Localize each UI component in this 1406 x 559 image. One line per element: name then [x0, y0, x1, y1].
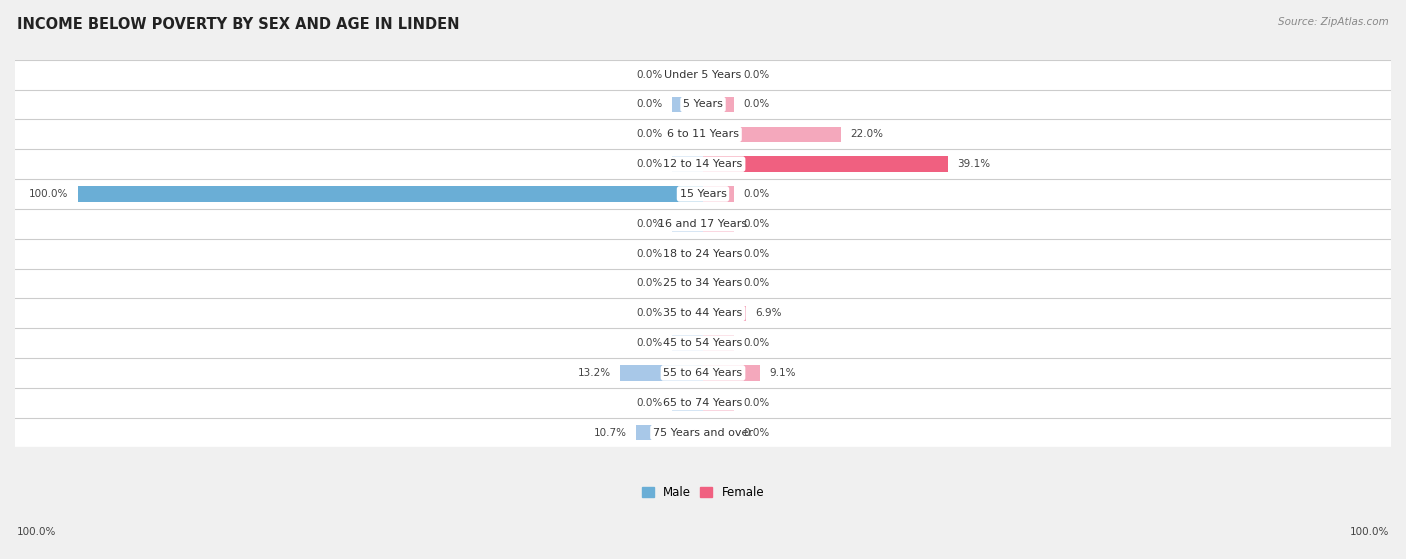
Bar: [703, 97, 734, 112]
Text: 0.0%: 0.0%: [744, 189, 770, 199]
Text: 16 and 17 Years: 16 and 17 Years: [658, 219, 748, 229]
Text: 6 to 11 Years: 6 to 11 Years: [666, 129, 740, 139]
Bar: [15, 299, 1391, 328]
Text: 0.0%: 0.0%: [636, 278, 662, 288]
Bar: [703, 306, 747, 321]
Legend: Male, Female: Male, Female: [637, 481, 769, 504]
Text: 0.0%: 0.0%: [744, 338, 770, 348]
Bar: [15, 268, 1391, 299]
Text: 10.7%: 10.7%: [593, 428, 627, 438]
Bar: [77, 186, 703, 202]
Text: 15 Years: 15 Years: [679, 189, 727, 199]
Text: 0.0%: 0.0%: [744, 249, 770, 259]
Bar: [15, 239, 1391, 268]
Bar: [620, 365, 703, 381]
Bar: [672, 306, 703, 321]
Bar: [672, 67, 703, 82]
Bar: [672, 97, 703, 112]
Text: 0.0%: 0.0%: [744, 70, 770, 79]
Bar: [703, 335, 734, 351]
Bar: [703, 425, 734, 440]
Text: 22.0%: 22.0%: [851, 129, 883, 139]
Text: 0.0%: 0.0%: [636, 159, 662, 169]
Bar: [15, 328, 1391, 358]
Bar: [15, 149, 1391, 179]
Text: 9.1%: 9.1%: [769, 368, 796, 378]
Text: 100.0%: 100.0%: [17, 527, 56, 537]
Bar: [672, 157, 703, 172]
Text: 0.0%: 0.0%: [744, 219, 770, 229]
Text: 13.2%: 13.2%: [578, 368, 612, 378]
Text: 0.0%: 0.0%: [636, 249, 662, 259]
Text: 100.0%: 100.0%: [1350, 527, 1389, 537]
Bar: [703, 186, 734, 202]
Bar: [703, 246, 734, 262]
Text: 39.1%: 39.1%: [957, 159, 990, 169]
Text: 0.0%: 0.0%: [636, 398, 662, 408]
Bar: [672, 335, 703, 351]
Bar: [15, 388, 1391, 418]
Text: 100.0%: 100.0%: [28, 189, 67, 199]
Bar: [703, 365, 759, 381]
Text: 0.0%: 0.0%: [636, 308, 662, 318]
Bar: [672, 126, 703, 142]
Bar: [15, 120, 1391, 149]
Text: 0.0%: 0.0%: [636, 70, 662, 79]
Bar: [15, 89, 1391, 120]
Text: 18 to 24 Years: 18 to 24 Years: [664, 249, 742, 259]
Bar: [703, 67, 734, 82]
Bar: [15, 209, 1391, 239]
Bar: [703, 126, 841, 142]
Text: 0.0%: 0.0%: [744, 100, 770, 110]
Text: 5 Years: 5 Years: [683, 100, 723, 110]
Bar: [15, 418, 1391, 448]
Text: 75 Years and over: 75 Years and over: [652, 428, 754, 438]
Text: 35 to 44 Years: 35 to 44 Years: [664, 308, 742, 318]
Text: 65 to 74 Years: 65 to 74 Years: [664, 398, 742, 408]
Text: Under 5 Years: Under 5 Years: [665, 70, 741, 79]
Bar: [703, 216, 734, 231]
Text: 45 to 54 Years: 45 to 54 Years: [664, 338, 742, 348]
Text: 12 to 14 Years: 12 to 14 Years: [664, 159, 742, 169]
Bar: [703, 276, 734, 291]
Text: 0.0%: 0.0%: [744, 398, 770, 408]
Bar: [703, 157, 948, 172]
Text: 0.0%: 0.0%: [636, 219, 662, 229]
Text: 0.0%: 0.0%: [636, 100, 662, 110]
Text: 6.9%: 6.9%: [755, 308, 782, 318]
Bar: [672, 246, 703, 262]
Bar: [15, 358, 1391, 388]
Bar: [672, 395, 703, 410]
Bar: [672, 276, 703, 291]
Text: 0.0%: 0.0%: [744, 278, 770, 288]
Bar: [703, 395, 734, 410]
Text: 55 to 64 Years: 55 to 64 Years: [664, 368, 742, 378]
Text: INCOME BELOW POVERTY BY SEX AND AGE IN LINDEN: INCOME BELOW POVERTY BY SEX AND AGE IN L…: [17, 17, 460, 32]
Text: 0.0%: 0.0%: [636, 129, 662, 139]
Text: 0.0%: 0.0%: [744, 428, 770, 438]
Bar: [672, 216, 703, 231]
Text: Source: ZipAtlas.com: Source: ZipAtlas.com: [1278, 17, 1389, 27]
Text: 25 to 34 Years: 25 to 34 Years: [664, 278, 742, 288]
Text: 0.0%: 0.0%: [636, 338, 662, 348]
Bar: [15, 179, 1391, 209]
Bar: [636, 425, 703, 440]
Bar: [15, 60, 1391, 89]
